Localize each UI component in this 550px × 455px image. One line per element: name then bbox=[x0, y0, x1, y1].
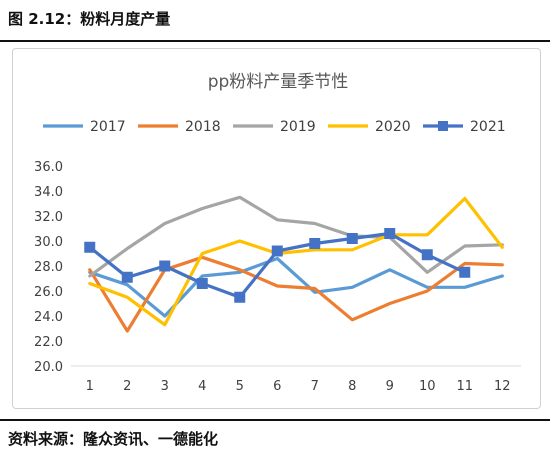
series-layer bbox=[84, 195, 504, 333]
x-tick-label: 1 bbox=[86, 379, 94, 394]
y-tick-label: 22.0 bbox=[34, 335, 63, 350]
line-chart: pp粉料产量季节性 2017 2018 2019 2020 2021 20.0 22.0 2… bbox=[34, 72, 521, 394]
y-tick-label: 36.0 bbox=[34, 160, 63, 175]
y-tick-label: 30.0 bbox=[34, 235, 63, 250]
chart-title: pp粉料产量季节性 bbox=[208, 72, 349, 92]
x-tick-label: 3 bbox=[161, 379, 169, 394]
series-2018 bbox=[88, 255, 504, 333]
data-point bbox=[234, 291, 246, 303]
series-line bbox=[88, 231, 467, 299]
legend-item-2019: 2019 bbox=[233, 119, 316, 135]
legend-label: 2021 bbox=[470, 119, 506, 135]
data-point bbox=[121, 271, 133, 283]
data-point bbox=[271, 245, 283, 257]
data-point bbox=[384, 228, 396, 239]
top-rule bbox=[0, 40, 550, 42]
bottom-rule bbox=[0, 419, 550, 421]
legend-item-2021: 2021 bbox=[423, 119, 506, 135]
axes: 20.022.024.026.028.030.032.034.036.01 2 3 4… bbox=[34, 160, 521, 394]
x-tick-label: 4 bbox=[198, 379, 206, 394]
x-tick-label: 8 bbox=[348, 379, 356, 394]
series-line bbox=[88, 196, 504, 327]
x-tick-label: 2 bbox=[123, 379, 131, 394]
x-tick-label: 9 bbox=[386, 379, 394, 394]
legend-item-2018: 2018 bbox=[138, 119, 221, 135]
figure-caption: 图 2.12：粉料月度产量 bbox=[8, 10, 171, 28]
series-2019 bbox=[88, 195, 504, 278]
legend-label: 2019 bbox=[280, 119, 316, 135]
y-tick-label: 32.0 bbox=[34, 210, 63, 225]
series-line bbox=[88, 195, 504, 278]
data-point bbox=[309, 238, 321, 249]
data-point bbox=[346, 233, 358, 244]
data-point bbox=[421, 249, 433, 261]
y-tick-label: 20.0 bbox=[34, 360, 63, 375]
y-tick-label: 34.0 bbox=[34, 185, 63, 200]
series-line bbox=[88, 255, 504, 333]
legend-marker bbox=[438, 121, 448, 131]
series-2020 bbox=[88, 196, 504, 327]
legend-item-2017: 2017 bbox=[43, 119, 126, 135]
chart-frame: pp粉料产量季节性 2017 2018 2019 2020 2021 20.0 22.0 2… bbox=[12, 48, 541, 409]
source-note: 资料来源：隆众资讯、一德能化 bbox=[8, 430, 219, 448]
data-point bbox=[84, 241, 96, 253]
legend: 2017 2018 2019 2020 2021 bbox=[43, 119, 506, 135]
legend-label: 2017 bbox=[90, 119, 126, 135]
data-point bbox=[459, 266, 471, 278]
x-tick-label: 6 bbox=[273, 379, 281, 394]
x-tick-label: 7 bbox=[311, 379, 319, 394]
data-point bbox=[159, 260, 171, 272]
legend-label: 2020 bbox=[375, 119, 411, 135]
legend-item-2020: 2020 bbox=[328, 119, 411, 135]
y-tick-label: 26.0 bbox=[34, 285, 63, 300]
series-2021 bbox=[84, 228, 471, 303]
data-point bbox=[196, 278, 208, 289]
y-tick-label: 28.0 bbox=[34, 260, 63, 275]
y-tick-label: 24.0 bbox=[34, 310, 63, 325]
x-tick-label: 5 bbox=[236, 379, 244, 394]
x-tick-label: 12 bbox=[494, 379, 511, 394]
x-tick-label: 11 bbox=[456, 379, 473, 394]
legend-label: 2018 bbox=[185, 119, 221, 135]
x-tick-label: 10 bbox=[419, 379, 436, 394]
